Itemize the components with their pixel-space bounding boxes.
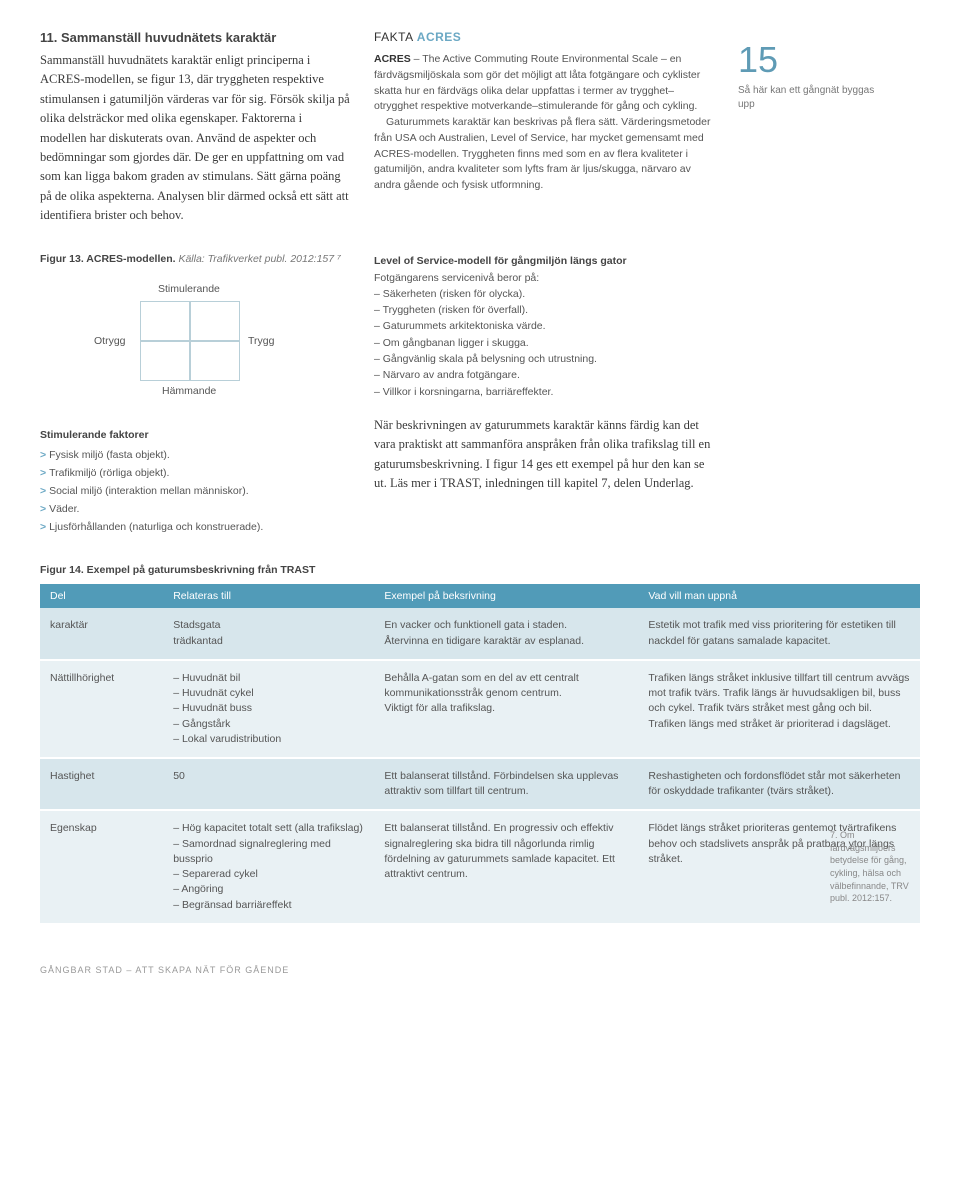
table-cell: Reshastigheten och fordonsflödet står mo… (638, 758, 920, 810)
table-cell: Behålla A-gatan som en del av ett centra… (374, 660, 638, 758)
los-item: – Villkor i korsningarna, barriäreffekte… (374, 384, 714, 400)
sidebar-spacer (738, 253, 888, 536)
section-body: Sammanställ huvudnätets karaktär enligt … (40, 51, 350, 225)
mid-row: Figur 13. ACRES-modellen. Källa: Trafikv… (40, 253, 920, 536)
figure14-table: DelRelateras tillExempel på beksrivningV… (40, 584, 920, 924)
quad-cell-tr (190, 301, 240, 341)
table-row: karaktärStadsgataträdkantadEn vacker och… (40, 608, 920, 659)
los-item: – Gångvänlig skala på belysning och utru… (374, 351, 714, 367)
table-header-cell: Relateras till (163, 584, 374, 608)
stim-header: Stimulerande faktorer (40, 427, 350, 445)
fakta-heading: FAKTA ACRES (374, 30, 714, 44)
quad-cell-bl (140, 341, 190, 381)
quad-left-label: Otrygg (94, 335, 126, 347)
fakta-prefix: FAKTA (374, 30, 417, 44)
table-cell: Hastighet (40, 758, 163, 810)
fig13-bold: Figur 13. ACRES-modellen. (40, 253, 176, 265)
figure14-caption: Figur 14. Exempel på gaturumsbeskrivning… (40, 564, 920, 576)
fakta-para1-text: – The Active Commuting Route Environment… (374, 53, 700, 112)
page-caption: Så här kan ett gångnät byggas upp (738, 84, 888, 112)
sidebar-column: 15 Så här kan ett gångnät byggas upp (738, 30, 888, 225)
fakta-para1: ACRES – The Active Commuting Route Envir… (374, 52, 714, 115)
description-paragraph: När beskrivningen av gaturummets karaktä… (374, 416, 714, 494)
page-footer: GÅNGBAR STAD – ATT SKAPA NÄT FÖR GÅENDE (40, 965, 920, 975)
stimulating-factors: Stimulerande faktorer Fysisk miljö (fast… (40, 427, 350, 536)
table-cell: Estetik mot trafik med viss prioritering… (638, 608, 920, 659)
table-header-cell: Vad vill man uppnå (638, 584, 920, 608)
los-item: – Om gångbanan ligger i skugga. (374, 335, 714, 351)
table-row: Hastighet50Ett balanserat tillstånd. För… (40, 758, 920, 810)
los-item: – Gaturummets arkitektoniska värde. (374, 318, 714, 334)
section-title: 11. Sammanställ huvudnätets karaktär (40, 30, 350, 45)
page-number: 15 (738, 42, 888, 78)
table-header-row: DelRelateras tillExempel på beksrivningV… (40, 584, 920, 608)
stim-item: Fysisk miljö (fasta objekt). (40, 447, 350, 465)
table-row: Nättillhörighet– Huvudnät bil– Huvudnät … (40, 660, 920, 758)
stim-item: Social miljö (interaktion mellan människ… (40, 483, 350, 501)
figure13-column: Figur 13. ACRES-modellen. Källa: Trafikv… (40, 253, 350, 536)
table-cell: – Hög kapacitet totalt sett (alla trafik… (163, 810, 374, 923)
footnote-7: 7. Om färdvägsmiljöers betydelse för gån… (830, 829, 920, 905)
fakta-accent: ACRES (417, 30, 462, 44)
figure13-caption: Figur 13. ACRES-modellen. Källa: Trafikv… (40, 253, 350, 265)
stim-item: Trafikmiljö (rörliga objekt). (40, 465, 350, 483)
fakta-para2: Gaturummets karaktär kan beskrivas på fl… (374, 115, 714, 194)
table-cell: Egenskap (40, 810, 163, 923)
acres-quadrant: Stimulerande Hämmande Otrygg Trygg (100, 285, 280, 405)
figure14-table-wrap: DelRelateras tillExempel på beksrivningV… (40, 584, 920, 924)
quad-cell-br (190, 341, 240, 381)
los-header: Level of Service-modell för gångmiljön l… (374, 253, 714, 269)
los-column: Level of Service-modell för gångmiljön l… (374, 253, 714, 536)
fakta-column: FAKTA ACRES ACRES – The Active Commuting… (374, 30, 714, 225)
table-cell: Ett balanserat tillstånd. En progressiv … (374, 810, 638, 923)
los-block: Level of Service-modell för gångmiljön l… (374, 253, 714, 399)
quadrant-grid (140, 301, 240, 381)
table-cell: En vacker och funktionell gata i staden.… (374, 608, 638, 659)
fakta-lead: ACRES (374, 53, 411, 65)
table-header-cell: Exempel på beksrivning (374, 584, 638, 608)
quad-bottom-label: Hämmande (162, 385, 216, 397)
table-header-cell: Del (40, 584, 163, 608)
table-cell: – Huvudnät bil– Huvudnät cykel– Huvudnät… (163, 660, 374, 758)
top-row: 11. Sammanställ huvudnätets karaktär Sam… (40, 30, 920, 225)
table-cell: Stadsgataträdkantad (163, 608, 374, 659)
los-item: – Tryggheten (risken för överfall). (374, 302, 714, 318)
table-cell: karaktär (40, 608, 163, 659)
quad-right-label: Trygg (248, 335, 274, 347)
table-cell: Ett balanserat tillstånd. Förbindelsen s… (374, 758, 638, 810)
stim-item: Väder. (40, 501, 350, 519)
table-cell: Nättillhörighet (40, 660, 163, 758)
table-row: Egenskap– Hög kapacitet totalt sett (all… (40, 810, 920, 923)
quad-cell-tl (140, 301, 190, 341)
los-item: – Säkerheten (risken för olycka). (374, 286, 714, 302)
table-cell: 50 (163, 758, 374, 810)
stim-item: Ljusförhållanden (naturliga och konstrue… (40, 519, 350, 537)
table-cell: Trafiken längs stråket inklusive tillfar… (638, 660, 920, 758)
los-intro: Fotgängarens servicenivå beror på: (374, 270, 714, 286)
fig13-ital: Källa: Trafikverket publ. 2012:157 ⁷ (176, 253, 341, 265)
los-item: – Närvaro av andra fotgängare. (374, 367, 714, 383)
section-column: 11. Sammanställ huvudnätets karaktär Sam… (40, 30, 350, 225)
quad-top-label: Stimulerande (158, 283, 220, 295)
